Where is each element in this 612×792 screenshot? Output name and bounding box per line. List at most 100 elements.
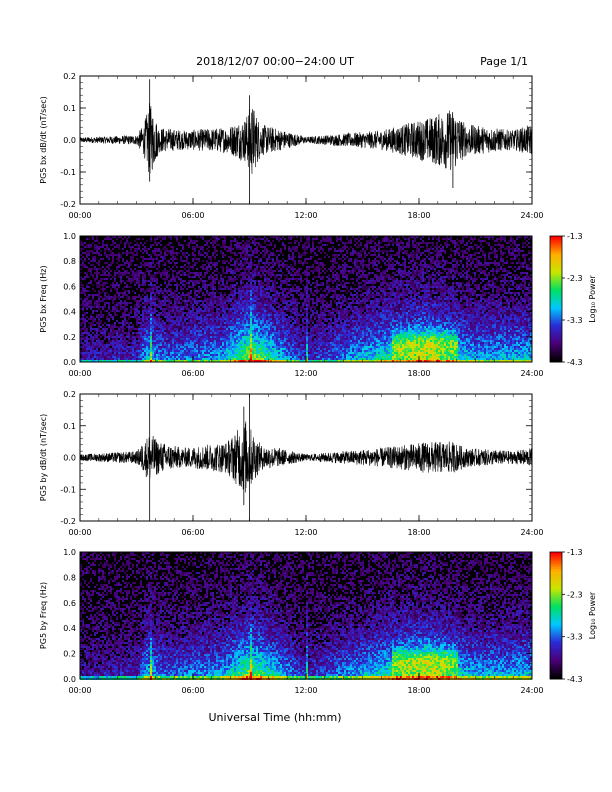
spectrogram-cell — [190, 240, 192, 242]
spectrogram-cell — [134, 304, 136, 306]
spectrogram-cell — [286, 322, 288, 324]
spectrogram-cell — [146, 326, 148, 328]
spectrogram-cell — [96, 284, 98, 286]
spectrogram-cell — [278, 338, 280, 340]
spectrogram-cell — [198, 306, 200, 308]
spectrogram-cell — [228, 352, 230, 354]
spectrogram-cell — [146, 358, 148, 360]
spectrogram-cell — [180, 312, 182, 314]
spectrogram-cell — [156, 278, 158, 280]
spectrogram-cell — [148, 266, 150, 268]
spectrogram-cell — [196, 262, 198, 264]
spectrogram-cell — [100, 300, 102, 302]
spectrogram-cell — [254, 310, 256, 312]
spectrogram-cell — [158, 316, 160, 318]
spectrogram-cell — [254, 342, 256, 344]
spectrogram-cell — [150, 258, 152, 260]
spectrogram-cell — [222, 360, 224, 362]
spectrogram-cell — [262, 358, 264, 360]
spectrogram-cell — [240, 246, 242, 248]
spectrogram-cell — [206, 252, 208, 254]
spectrogram-cell — [224, 360, 226, 362]
spectrogram-cell — [172, 250, 174, 252]
spectrogram-cell — [188, 304, 190, 306]
spectrogram-cell — [258, 320, 260, 322]
spectrogram-cell — [276, 310, 278, 312]
spectrogram-cell — [134, 306, 136, 308]
spectrogram-cell — [146, 304, 148, 306]
spectrogram-cell — [184, 336, 186, 338]
spectrogram-cell — [230, 340, 232, 342]
spectrogram-cell — [252, 326, 254, 328]
spectrogram-cell — [114, 340, 116, 342]
spectrogram-cell — [94, 348, 96, 350]
spectrogram-cell — [206, 286, 208, 288]
spectrogram-cell — [128, 290, 130, 292]
spectrogram-cell — [196, 346, 198, 348]
spectrogram-cell — [184, 346, 186, 348]
spectrogram-cell — [256, 308, 258, 310]
spectrogram-cell — [82, 256, 84, 258]
spectrogram-cell — [116, 338, 118, 340]
spectrogram-cell — [216, 312, 218, 314]
spectrogram-cell — [198, 260, 200, 262]
spectrogram-cell — [280, 358, 282, 360]
spectrogram-cell — [142, 298, 144, 300]
spectrogram-cell — [176, 238, 178, 240]
spectrogram-cell — [242, 336, 244, 338]
spectrogram-cell — [272, 358, 274, 360]
spectrogram-cell — [110, 290, 112, 292]
spectrogram-cell — [276, 312, 278, 314]
spectrogram-cell — [270, 288, 272, 290]
spectrogram-cell — [110, 296, 112, 298]
spectrogram-cell — [202, 348, 204, 350]
spectrogram-cell — [220, 266, 222, 268]
spectrogram-cell — [124, 354, 126, 356]
spectrogram-cell — [96, 332, 98, 334]
spectrogram-cell — [84, 350, 86, 352]
spectrogram-cell — [254, 316, 256, 318]
spectrogram-cell — [96, 322, 98, 324]
spectrogram-cell — [188, 316, 190, 318]
spectrogram-cell — [180, 250, 182, 252]
spectrogram-cell — [226, 356, 228, 358]
spectrogram-cell — [244, 260, 246, 262]
spectrogram-cell — [156, 332, 158, 334]
spectrogram-cell — [142, 318, 144, 320]
spectrogram-cell — [148, 262, 150, 264]
spectrogram-cell — [86, 308, 88, 310]
spectrogram-cell — [108, 346, 110, 348]
spectrogram-cell — [246, 254, 248, 256]
spectrogram-cell — [144, 296, 146, 298]
spectrogram-cell — [236, 242, 238, 244]
spectrogram-cell — [226, 286, 228, 288]
spectrogram-cell — [110, 360, 112, 362]
spectrogram-cell — [90, 346, 92, 348]
spectrogram-cell — [266, 248, 268, 250]
spectrogram-cell — [254, 272, 256, 274]
spectrogram-cell — [98, 346, 100, 348]
spectrogram-cell — [130, 336, 132, 338]
spectrogram-cell — [120, 358, 122, 360]
spectrogram-cell — [232, 340, 234, 342]
spectrogram-cell — [156, 338, 158, 340]
spectrogram-cell — [94, 354, 96, 356]
spectrogram-cell — [244, 336, 246, 338]
spectrogram-cell — [240, 344, 242, 346]
spectrogram-cell — [174, 312, 176, 314]
spectrogram-cell — [176, 358, 178, 360]
spectrogram-cell — [222, 320, 224, 322]
spectrogram-cell — [142, 360, 144, 362]
spectrogram-cell — [230, 314, 232, 316]
spectrogram-cell — [270, 302, 272, 304]
spectrogram-cell — [234, 300, 236, 302]
spectrogram-cell — [196, 312, 198, 314]
spectrogram-cell — [242, 272, 244, 274]
spectrogram-cell — [184, 316, 186, 318]
spectrogram-cell — [266, 344, 268, 346]
spectrogram-cell — [266, 262, 268, 264]
spectrogram-cell — [216, 354, 218, 356]
spectrogram-cell — [104, 262, 106, 264]
spectrogram-cell — [142, 320, 144, 322]
spectrogram-cell — [278, 302, 280, 304]
